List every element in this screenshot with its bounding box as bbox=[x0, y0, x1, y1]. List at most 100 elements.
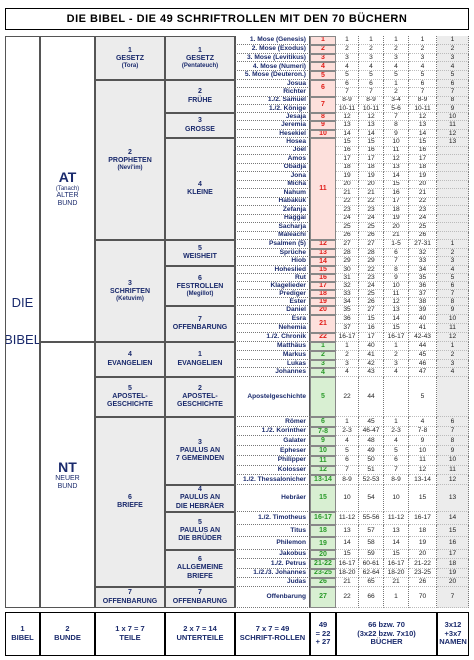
scroll-number: 1 bbox=[310, 36, 336, 45]
book-number: 25 bbox=[359, 223, 384, 232]
book-number: 1 bbox=[336, 36, 359, 45]
book-number: 23 bbox=[359, 206, 384, 215]
book-number: 2-3 bbox=[384, 426, 409, 437]
scroll-number: 15 bbox=[310, 485, 336, 512]
part-sub: (Tora) bbox=[121, 62, 139, 69]
book-number: 18-20 bbox=[336, 568, 359, 578]
book-number: 5 bbox=[336, 446, 359, 456]
part: 5 APOSTEL- GESCHICHTE bbox=[95, 377, 165, 417]
book-number: 1 bbox=[437, 240, 469, 249]
book-name: 2. Mose (Exodus) bbox=[235, 44, 310, 54]
group-number: 5 bbox=[198, 518, 202, 526]
book-number: 8 bbox=[437, 298, 469, 306]
book-number: 14 bbox=[437, 512, 469, 525]
book-name: Habakuk bbox=[235, 197, 310, 206]
book-name: 1./2. Chronik bbox=[235, 333, 310, 342]
book-number: 12 bbox=[437, 333, 469, 342]
book-number: 3 bbox=[336, 359, 359, 369]
book-number: 8 bbox=[384, 266, 409, 274]
scroll-number: 20 bbox=[310, 306, 336, 315]
book-number: 2 bbox=[437, 44, 469, 54]
book-name: Maleachi bbox=[235, 231, 310, 240]
scroll-number: 10 bbox=[310, 129, 336, 138]
book-name: Jesaja bbox=[235, 113, 310, 122]
book-number: 10 bbox=[437, 455, 469, 466]
book-number: 57 bbox=[359, 524, 384, 538]
book-number: 9 bbox=[437, 104, 469, 113]
bible-label: DIE BIBEL bbox=[5, 36, 40, 608]
book-number: 1 bbox=[336, 417, 359, 427]
scroll-number: 7 bbox=[310, 96, 336, 113]
scroll-number: 26 bbox=[310, 577, 336, 587]
book-number: 3 bbox=[336, 53, 359, 63]
book-number: 21 bbox=[409, 189, 437, 198]
title: DIE BIBEL - DIE 49 SCHRIFTROLLEN MIT DEN… bbox=[5, 8, 469, 30]
book-number: 28 bbox=[359, 248, 384, 258]
book-name: 4. Mose (Numeri) bbox=[235, 62, 310, 72]
footer-cell: 3x12 +3x7 NAMEN bbox=[437, 612, 469, 656]
scroll-number: 9 bbox=[310, 436, 336, 447]
book-number: 12 bbox=[384, 298, 409, 306]
footer-cell: 2 BUNDE bbox=[40, 612, 95, 656]
book-number: 17 bbox=[359, 155, 384, 164]
group-name: PAULUS AN DIE BRÜDER bbox=[178, 526, 222, 543]
book-number: 22 bbox=[336, 377, 359, 417]
book-number: 1 bbox=[384, 80, 409, 89]
book-number: 21-22 bbox=[409, 559, 437, 569]
book-name: Nahum bbox=[235, 189, 310, 198]
book-number: 21 bbox=[359, 189, 384, 198]
book-number: 44 bbox=[359, 377, 384, 417]
book-number: 2 bbox=[437, 248, 469, 258]
book-number: 10 bbox=[336, 485, 359, 512]
scroll-number: 1 bbox=[310, 342, 336, 351]
group-number: 7 bbox=[198, 589, 202, 597]
book-number: 20 bbox=[437, 577, 469, 587]
footer-line: +3x7 bbox=[444, 628, 462, 638]
scroll-number: 22 bbox=[310, 333, 336, 342]
book-number: 4 bbox=[437, 368, 469, 377]
book-number: 45 bbox=[359, 417, 384, 427]
scroll-number: 7-8 bbox=[310, 426, 336, 437]
book-number: 21 bbox=[384, 577, 409, 587]
book-number: 5 bbox=[336, 71, 359, 80]
book-number: 11 bbox=[409, 455, 437, 466]
book-number: 7 bbox=[384, 113, 409, 122]
book-name: Jakobus bbox=[235, 550, 310, 560]
book-number: 3-4 bbox=[384, 96, 409, 105]
book-number: 4 bbox=[384, 368, 409, 377]
book-number: 12 bbox=[437, 475, 469, 485]
book-number: 8 bbox=[437, 96, 469, 105]
part-name: BRIEFE bbox=[117, 502, 143, 509]
book-number: 55-56 bbox=[359, 512, 384, 525]
group: 5 WEISHEIT bbox=[165, 240, 235, 266]
book-number: 46 bbox=[409, 359, 437, 369]
book-name: 1./2. Petrus bbox=[235, 559, 310, 569]
book-number: 17 bbox=[437, 550, 469, 560]
book-name: Richter bbox=[235, 88, 310, 97]
book-number: 18 bbox=[409, 524, 437, 538]
book-number: 14 bbox=[359, 129, 384, 138]
footer-line: + 27 bbox=[315, 637, 331, 647]
book-number: 7 bbox=[437, 426, 469, 437]
book-number: 1-5 bbox=[384, 240, 409, 249]
footer-cell: 66 bzw. 70 (3x22 bzw. 7x10) BÜCHER bbox=[336, 612, 437, 656]
book-number: 4 bbox=[437, 62, 469, 72]
part-name: GESETZ bbox=[115, 54, 144, 62]
book-number: 6 bbox=[336, 80, 359, 89]
book-number: 15 bbox=[384, 180, 409, 189]
book-number: 22 bbox=[336, 197, 359, 206]
footer-line: UNTERTEILE bbox=[176, 633, 224, 642]
book-number: 3 bbox=[437, 359, 469, 369]
scroll-number: 16-17 bbox=[310, 512, 336, 525]
group-number: 1 bbox=[198, 46, 202, 54]
book-number: 15 bbox=[384, 324, 409, 333]
book-number: 16 bbox=[437, 537, 469, 550]
book-number: 12 bbox=[437, 129, 469, 138]
book-number: 26 bbox=[409, 231, 437, 240]
book-number: 15 bbox=[384, 550, 409, 560]
book-number: 16-17 bbox=[336, 559, 359, 569]
scroll-number: 6 bbox=[310, 80, 336, 97]
book-number: 1 bbox=[384, 342, 409, 351]
book-number: 22 bbox=[336, 587, 359, 608]
book-number: 1 bbox=[409, 36, 437, 45]
